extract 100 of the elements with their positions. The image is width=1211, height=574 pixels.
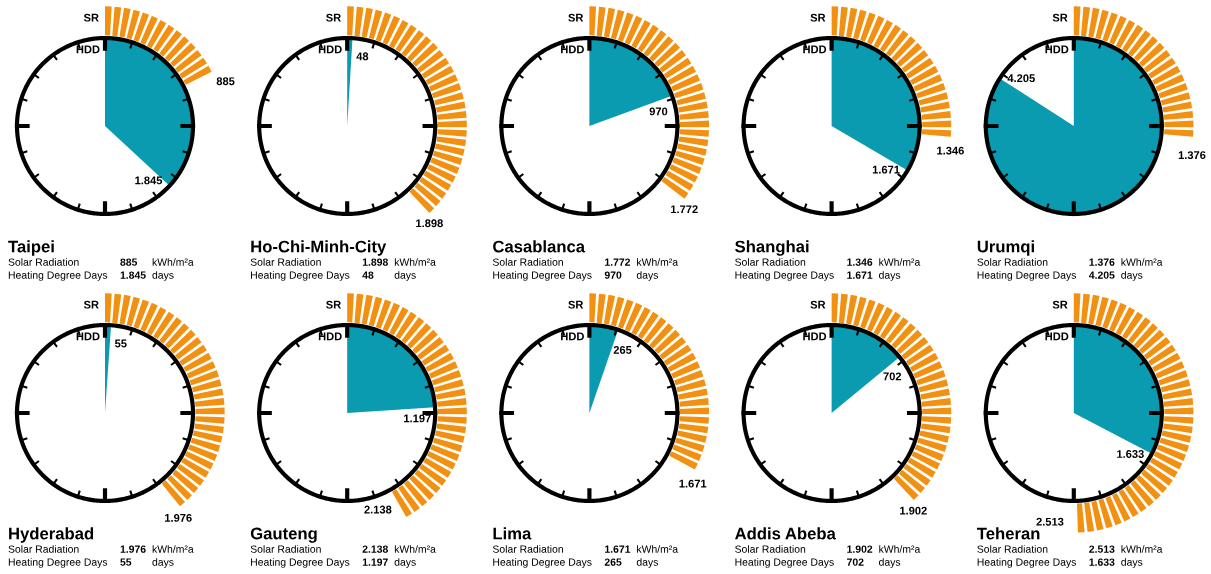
text: days	[636, 558, 659, 568]
text: days	[152, 558, 174, 568]
text: 1.772	[671, 205, 698, 214]
text: 55	[114, 339, 127, 348]
text: HDD	[1045, 332, 1069, 341]
data-label: 55	[120, 558, 132, 566]
data-label: 970	[604, 271, 622, 279]
text: days	[394, 558, 416, 568]
data-label: 2.513	[1036, 517, 1064, 526]
data-label: 885	[120, 258, 138, 266]
text: HDD	[76, 332, 100, 341]
data-label: 265	[604, 558, 622, 566]
data-label: 2.138	[362, 545, 388, 553]
text: 1.633	[1117, 450, 1144, 458]
category-label: Solar Radiation	[492, 545, 563, 553]
text: SR	[83, 300, 99, 309]
text: kWh/m²a	[879, 545, 921, 553]
text: kWh/m²a	[394, 545, 436, 553]
category-label: Solar Radiation	[250, 258, 321, 266]
text: 2.138	[364, 505, 392, 514]
category-label: Heating Degree Days	[735, 558, 834, 568]
text: days	[1121, 558, 1143, 568]
text: SR	[568, 300, 584, 309]
text: SR	[810, 13, 826, 22]
text: SR	[326, 13, 341, 22]
text: kWh/m²a	[637, 545, 679, 553]
text: 1.898	[416, 219, 443, 228]
text: Lima	[493, 527, 532, 540]
text: 1.671	[872, 165, 900, 174]
text: kWh/m²a	[152, 258, 194, 266]
text: kWh/m²a	[1121, 545, 1163, 553]
text: 1.671	[679, 479, 707, 488]
category-label: Solar Radiation	[8, 545, 79, 553]
text: days	[879, 558, 901, 568]
text: Teheran	[976, 527, 1040, 540]
category-label: Heating Degree Days	[8, 558, 108, 568]
text: HDD	[561, 332, 584, 341]
text: 970	[649, 107, 668, 116]
text: Addis Abeba	[735, 527, 836, 540]
text: SR	[326, 300, 341, 309]
category-label: Heating Degree Days	[251, 271, 350, 281]
text: Casablanca	[493, 240, 586, 253]
data-label: 1.671	[605, 545, 631, 553]
text: days	[636, 271, 659, 281]
category-label: Heating Degree Days	[493, 271, 592, 281]
text: 1.197	[404, 414, 431, 423]
category-label: Heating Degree Days	[977, 558, 1077, 568]
text: 1.976	[165, 513, 192, 522]
text: SR	[1052, 300, 1068, 309]
data-label: 1.898	[362, 258, 388, 266]
category-label: Heating Degree Days	[251, 558, 350, 568]
category-label: Solar Radiation	[735, 258, 806, 266]
category-label: Solar Radiation	[735, 545, 806, 553]
text: Ho-Chi-Minh-City	[251, 240, 387, 256]
text: kWh/m²a	[152, 545, 194, 553]
category-label: Heating Degree Days	[977, 271, 1077, 281]
text: Hyderabad	[9, 527, 94, 543]
data-label: 1.197	[362, 558, 388, 566]
text: HDD	[318, 332, 342, 341]
text: HDD	[76, 45, 100, 54]
text: kWh/m²a	[879, 258, 921, 266]
data-label: 1.376	[1089, 258, 1115, 266]
text: days	[1121, 271, 1143, 281]
category-label: Solar Radiation	[250, 545, 321, 553]
text: kWh/m²a	[1121, 258, 1163, 266]
text: 885	[216, 77, 235, 86]
text: SR	[1052, 13, 1068, 22]
data-label: 1.346	[847, 258, 873, 266]
data-label: 48	[362, 271, 374, 279]
data-label: 1.671	[847, 271, 873, 279]
text: SR	[810, 300, 826, 309]
text: days	[152, 271, 174, 281]
text: Gauteng	[250, 527, 317, 543]
text: Taipei	[8, 240, 54, 256]
text: days	[394, 271, 416, 281]
text: HDD	[803, 332, 827, 341]
data-label: 1.976	[120, 545, 146, 553]
text: HDD	[803, 45, 827, 54]
category-label: Solar Radiation	[977, 258, 1048, 266]
text: HDD	[1045, 45, 1069, 54]
text: kWh/m²a	[394, 258, 436, 266]
text: HDD	[561, 45, 584, 54]
data-label: 1.633	[1089, 558, 1115, 566]
category-label: Solar Radiation	[977, 545, 1048, 553]
data-label: 1.772	[605, 258, 631, 266]
text: SR	[83, 13, 99, 22]
data-label: 702	[847, 558, 864, 566]
text: 702	[883, 372, 902, 381]
text: SR	[568, 13, 584, 22]
text: HDD	[318, 45, 342, 54]
text: 48	[356, 52, 369, 61]
data-label: 1.845	[120, 271, 146, 279]
text: days	[879, 271, 901, 281]
text: 1.845	[135, 176, 163, 185]
data-label: 4.205	[1088, 271, 1115, 279]
text: 1.376	[1178, 151, 1206, 160]
category-label: Heating Degree Days	[493, 558, 592, 568]
text: 4.205	[1007, 74, 1035, 83]
text: kWh/m²a	[637, 258, 679, 266]
data-label: 1.902	[847, 545, 873, 553]
